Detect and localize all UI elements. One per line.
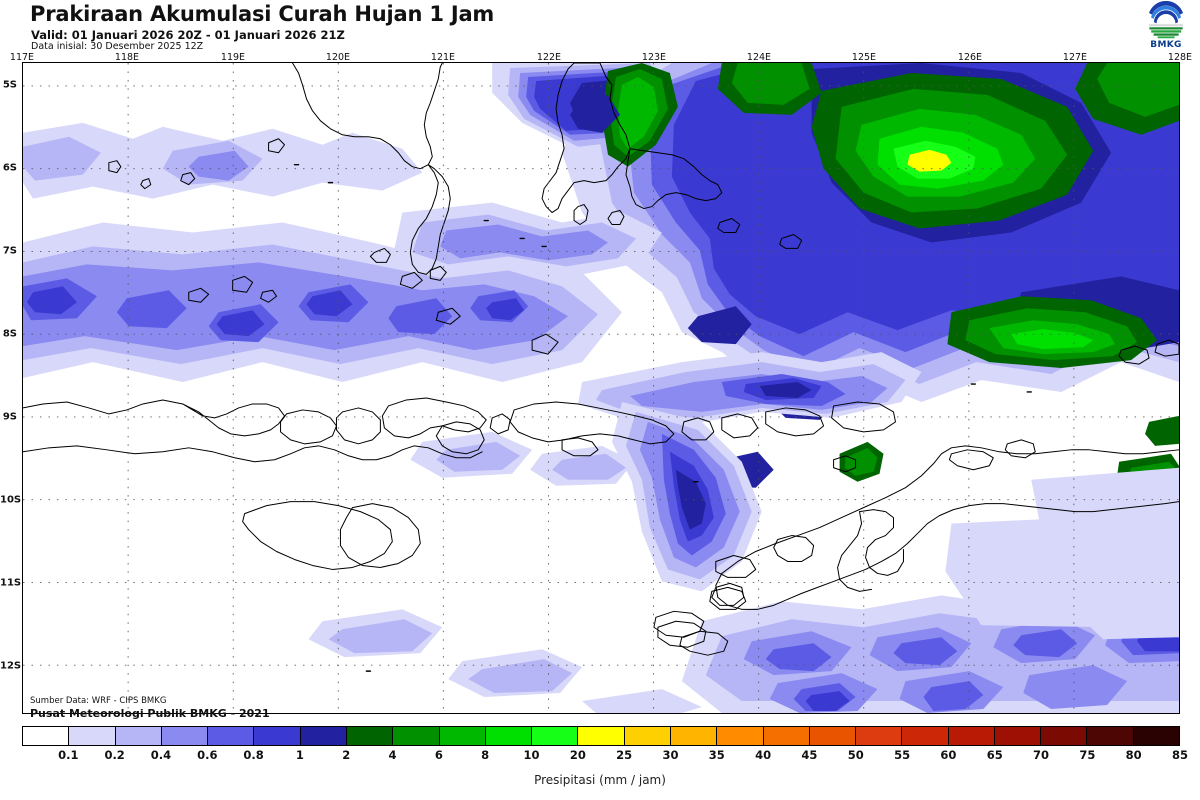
- colorbar-tick-label: 35: [708, 748, 725, 762]
- colorbar-cell[interactable]: [1087, 727, 1134, 745]
- colorbar-cell[interactable]: [809, 727, 857, 745]
- colorbar-tick-label: 55: [894, 748, 911, 762]
- colorbar-tick-label: 4: [388, 748, 397, 762]
- colorbar-tick-label: 20: [569, 748, 586, 762]
- map-gridlines: [23, 63, 1179, 713]
- colorbar-cell[interactable]: [439, 727, 486, 745]
- x-tick-label: 123E: [641, 52, 667, 63]
- y-tick-label: 11S: [0, 577, 22, 589]
- colorbar-scale[interactable]: [22, 726, 1180, 746]
- colorbar-cell[interactable]: [69, 727, 116, 745]
- colorbar-cell[interactable]: [532, 727, 579, 745]
- page-title: Prakiraan Akumulasi Curah Hujan 1 Jam: [30, 2, 495, 26]
- source-attribution: Sumber Data: WRF - CIPS BMKG Pusat Meteo…: [30, 696, 270, 720]
- colorbar-tick-label: 80: [1125, 748, 1142, 762]
- colorbar-cell[interactable]: [717, 727, 764, 745]
- colorbar-tick-label: 0.4: [150, 748, 172, 762]
- colorbar-cell[interactable]: [994, 727, 1042, 745]
- y-tick-label: 9S: [2, 411, 17, 423]
- x-tick-label: 117E: [9, 52, 35, 63]
- y-tick-label: 5S: [2, 79, 17, 91]
- x-tick-label: 127E: [1062, 52, 1088, 63]
- colorbar-cell[interactable]: [115, 727, 162, 745]
- x-tick-label: 122E: [536, 52, 562, 63]
- colorbar-title: Presipitasi (mm / jam): [534, 773, 666, 787]
- colorbar-tick-label: 0.8: [243, 748, 264, 762]
- data-source-line: Sumber Data: WRF - CIPS BMKG: [30, 696, 167, 706]
- colorbar-tick-label: 8: [481, 748, 490, 762]
- colorbar-cell[interactable]: [578, 727, 625, 745]
- y-tick-label: 10S: [0, 494, 22, 506]
- header: Prakiraan Akumulasi Curah Hujan 1 Jam Va…: [0, 0, 1200, 58]
- colorbar-cell[interactable]: [670, 727, 718, 745]
- colorbar-tick-label: 65: [986, 748, 1003, 762]
- x-tick-label: 119E: [220, 52, 246, 63]
- colorbar-cell[interactable]: [393, 727, 440, 745]
- initial-data-time: Data inisial: 30 Desember 2025 12Z: [31, 41, 204, 52]
- colorbar-tick-label: 70: [1033, 748, 1050, 762]
- x-tick-label: 121E: [430, 52, 456, 63]
- x-tick-label: 126E: [957, 52, 983, 63]
- colorbar-tick-label: 2: [342, 748, 351, 762]
- colorbar-cell[interactable]: [624, 727, 671, 745]
- colorbar-tick-label: 50: [847, 748, 864, 762]
- colorbar-tick-label: 6: [434, 748, 443, 762]
- bmkg-logo-icon: [1143, 1, 1189, 53]
- colorbar-tick-label: 45: [801, 748, 818, 762]
- colorbar-tick-label: 75: [1079, 748, 1096, 762]
- colorbar-cell[interactable]: [763, 727, 810, 745]
- colorbar-cell[interactable]: [23, 727, 70, 745]
- colorbar-tick-label: 30: [662, 748, 679, 762]
- colorbar-cell[interactable]: [485, 727, 533, 745]
- y-tick-label: 7S: [2, 245, 17, 257]
- colorbar-tick-label: 85: [1171, 748, 1189, 762]
- colorbar-tick-label: 40: [755, 748, 772, 762]
- colorbar-cell[interactable]: [948, 727, 995, 745]
- colorbar-tick-label: 0.6: [197, 748, 218, 762]
- colorbar-cell[interactable]: [208, 727, 255, 745]
- colorbar-tick-label: 60: [940, 748, 957, 762]
- colorbar-cell[interactable]: [161, 727, 209, 745]
- x-tick-label: 125E: [851, 52, 877, 63]
- y-tick-label: 6S: [2, 162, 17, 174]
- colorbar-tick-label: 0.1: [58, 748, 79, 762]
- x-tick-label: 120E: [325, 52, 351, 63]
- colorbar-tick-label: 1: [295, 748, 304, 762]
- colorbar-cell[interactable]: [1041, 727, 1088, 745]
- colorbar-tick-labels: 0.1 0.2 0.4 0.6 0.8 1 2 4 6 8 10 20 25 30 35 40 45 50 55 60…: [0, 748, 1200, 764]
- valid-period: Valid: 01 Januari 2026 20Z - 01 Januari …: [31, 28, 345, 42]
- coastlines: [23, 63, 1179, 672]
- y-tick-label: 8S: [2, 328, 17, 340]
- map-frame[interactable]: [22, 62, 1180, 714]
- colorbar-tick-label: 25: [616, 748, 633, 762]
- precipitation-map: [23, 63, 1179, 713]
- publisher-line: Pusat Meteorologi Publik BMKG - 2021: [30, 706, 270, 720]
- precip-contours: [23, 63, 1179, 713]
- colorbar-tick-label: 0.2: [104, 748, 125, 762]
- colorbar-cell[interactable]: [300, 727, 347, 745]
- x-tick-label: 128E: [1167, 52, 1193, 63]
- logo-label: BMKG: [1150, 40, 1182, 50]
- colorbar-cell[interactable]: [1133, 727, 1180, 745]
- colorbar-cell[interactable]: [856, 727, 903, 745]
- colorbar[interactable]: [22, 726, 1180, 746]
- colorbar-cell[interactable]: [902, 727, 949, 745]
- x-tick-label: 118E: [114, 52, 140, 63]
- x-tick-label: 124E: [746, 52, 772, 63]
- y-tick-label: 12S: [0, 660, 22, 672]
- colorbar-cell[interactable]: [254, 727, 301, 745]
- colorbar-tick-label: 10: [523, 748, 540, 762]
- colorbar-cell[interactable]: [346, 727, 394, 745]
